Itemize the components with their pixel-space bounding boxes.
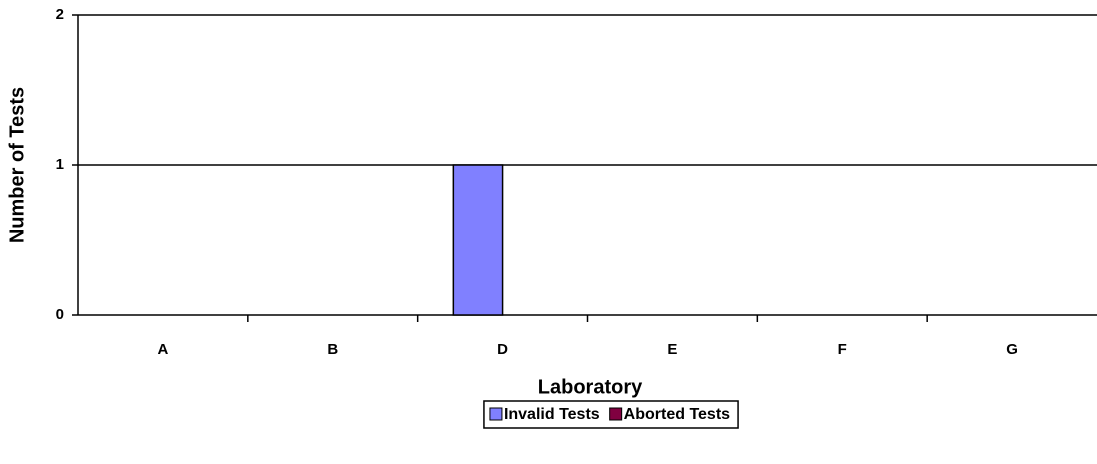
x-tick-label: D [497, 341, 508, 358]
x-tick-label: F [838, 341, 847, 358]
y-tick-label: 1 [56, 156, 64, 173]
legend-swatch [489, 407, 503, 421]
x-tick-label: B [327, 341, 338, 358]
y-axis-title: Number of Tests [6, 87, 28, 243]
y-tick-label: 0 [56, 306, 64, 323]
x-tick-label: E [667, 341, 677, 358]
legend-swatch [609, 407, 623, 421]
bar [452, 164, 504, 316]
x-axis-title: Laboratory [538, 376, 643, 398]
x-tick-label: G [1006, 341, 1018, 358]
x-tick-label: A [157, 341, 168, 358]
y-tick-label: 2 [56, 6, 64, 23]
legend-label: Invalid Tests [504, 406, 600, 423]
legend-label: Aborted Tests [624, 406, 730, 423]
